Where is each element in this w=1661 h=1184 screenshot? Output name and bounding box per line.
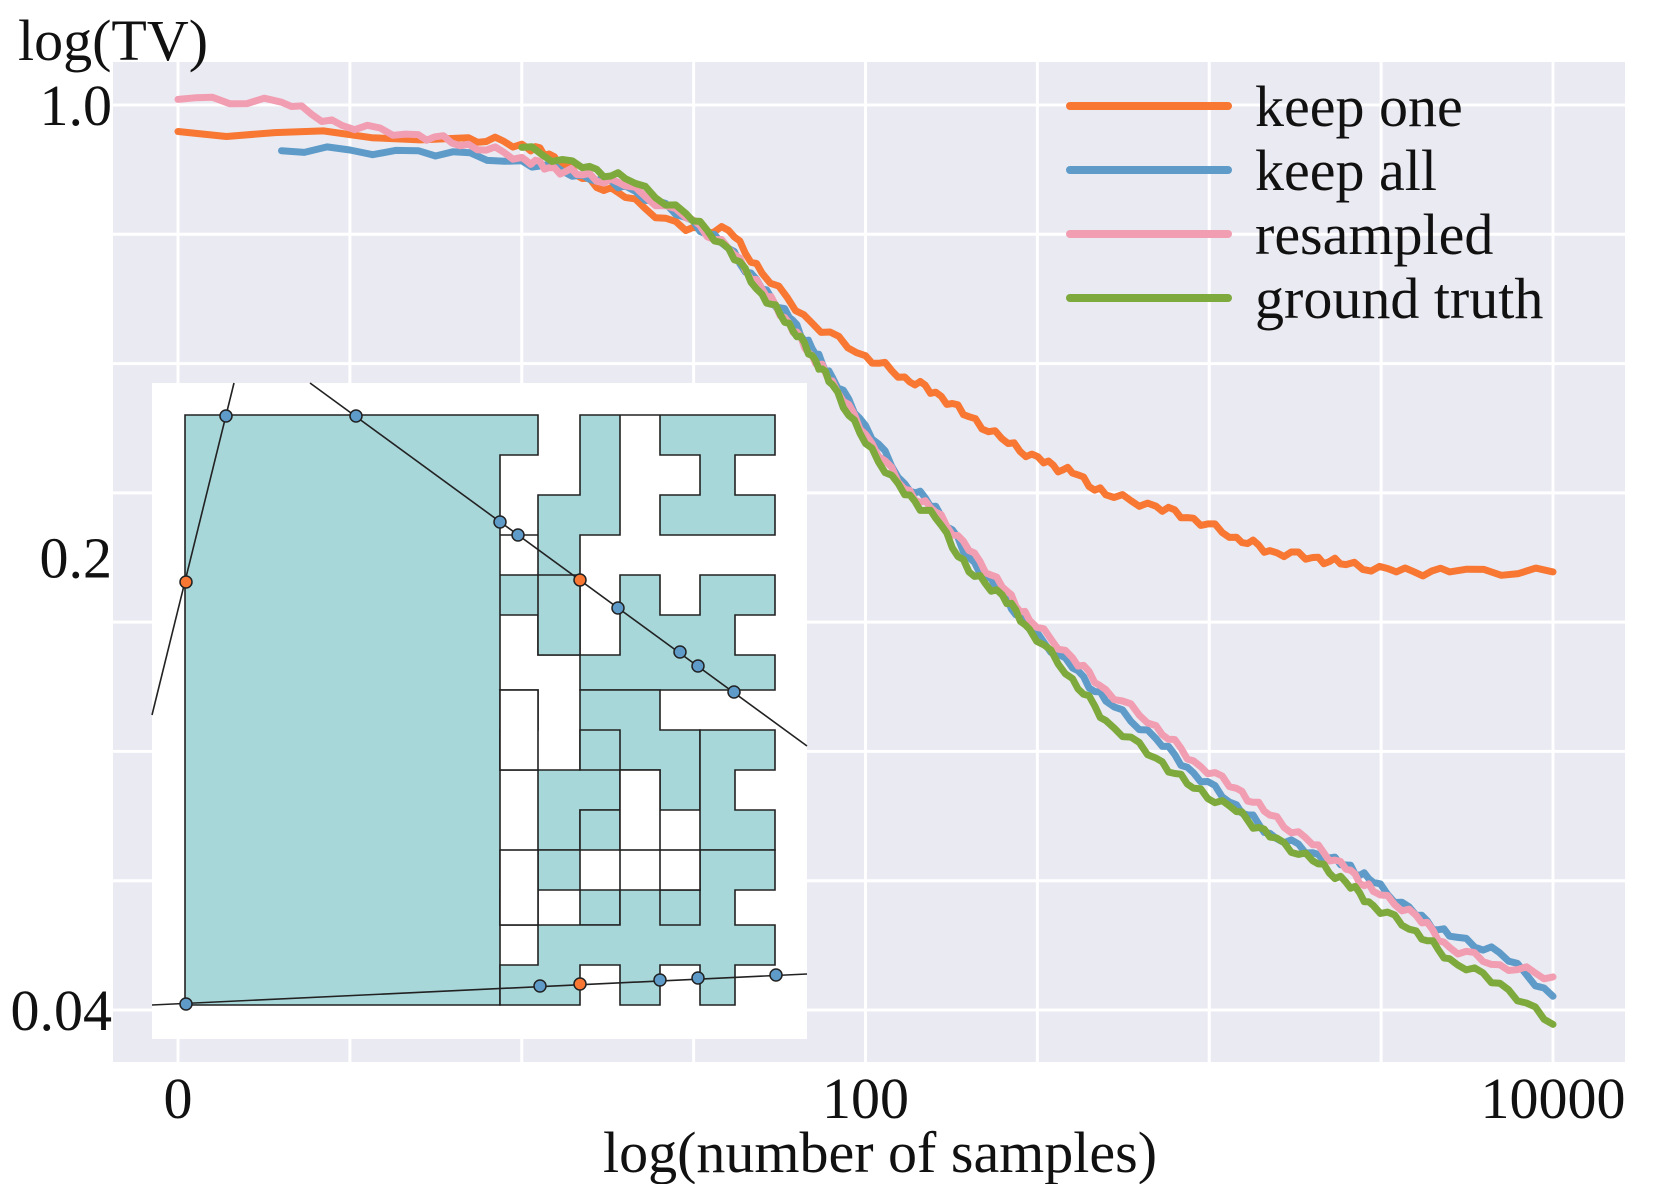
inset-point-blue bbox=[673, 645, 687, 659]
series-line-keep-one bbox=[174, 127, 1557, 580]
inset-point-orange bbox=[573, 977, 587, 991]
inset-cutout bbox=[619, 769, 661, 851]
inset-point-blue bbox=[769, 968, 783, 982]
inset-comb-4 bbox=[699, 729, 776, 851]
inset-cutout bbox=[499, 849, 539, 926]
legend-label-keep-one: keep one bbox=[1255, 74, 1463, 139]
inset-ray-1 bbox=[151, 382, 235, 716]
y-tick-label: 1.0 bbox=[40, 73, 113, 138]
inset-ray-2 bbox=[309, 382, 808, 747]
inset-point-orange bbox=[573, 573, 587, 587]
y-axis-label: log(TV) bbox=[18, 8, 208, 73]
x-tick-label: 100 bbox=[822, 1066, 909, 1131]
series-line-keep-all bbox=[278, 143, 1557, 1000]
x-tick-label: 0 bbox=[164, 1066, 193, 1131]
inset-cutout bbox=[499, 689, 539, 771]
legend-label-ground-truth: ground truth bbox=[1255, 266, 1543, 331]
inset-point-blue bbox=[611, 601, 625, 615]
legend-label-resampled: resampled bbox=[1255, 202, 1493, 267]
inset-comb-7 bbox=[659, 889, 701, 926]
y-tick-label: 0.04 bbox=[11, 978, 113, 1043]
legend-label-keep-all: keep all bbox=[1255, 138, 1437, 203]
inset-point-blue bbox=[349, 409, 363, 423]
inset-point-blue bbox=[219, 409, 233, 423]
inset-comb-3 bbox=[579, 729, 621, 771]
inset-illustration bbox=[151, 382, 808, 1039]
inset-point-blue bbox=[179, 997, 193, 1011]
inset-points bbox=[179, 409, 783, 1011]
y-tick-label: 0.2 bbox=[40, 526, 113, 591]
series-line-ground-truth bbox=[518, 143, 1557, 1028]
inset-point-blue bbox=[691, 659, 705, 673]
series-line-resampled bbox=[174, 93, 1557, 983]
series-layer bbox=[174, 93, 1557, 1028]
x-axis-label: log(number of samples) bbox=[603, 1120, 1157, 1184]
inset-point-blue bbox=[511, 528, 525, 542]
tick-labels: 0 100 10000 1.0 0.2 0.04 bbox=[11, 73, 1626, 1131]
inset-point-orange bbox=[179, 575, 193, 589]
inset-point-blue bbox=[727, 685, 741, 699]
inset-point-blue bbox=[691, 971, 705, 985]
inset-point-blue bbox=[653, 973, 667, 987]
inset-point-blue bbox=[533, 979, 547, 993]
x-tick-label: 10000 bbox=[1481, 1066, 1626, 1131]
inset-comb-5 bbox=[537, 809, 621, 926]
inset-cutout bbox=[659, 849, 701, 891]
inset-main-shape bbox=[184, 414, 776, 1006]
inset-point-blue bbox=[493, 515, 507, 529]
